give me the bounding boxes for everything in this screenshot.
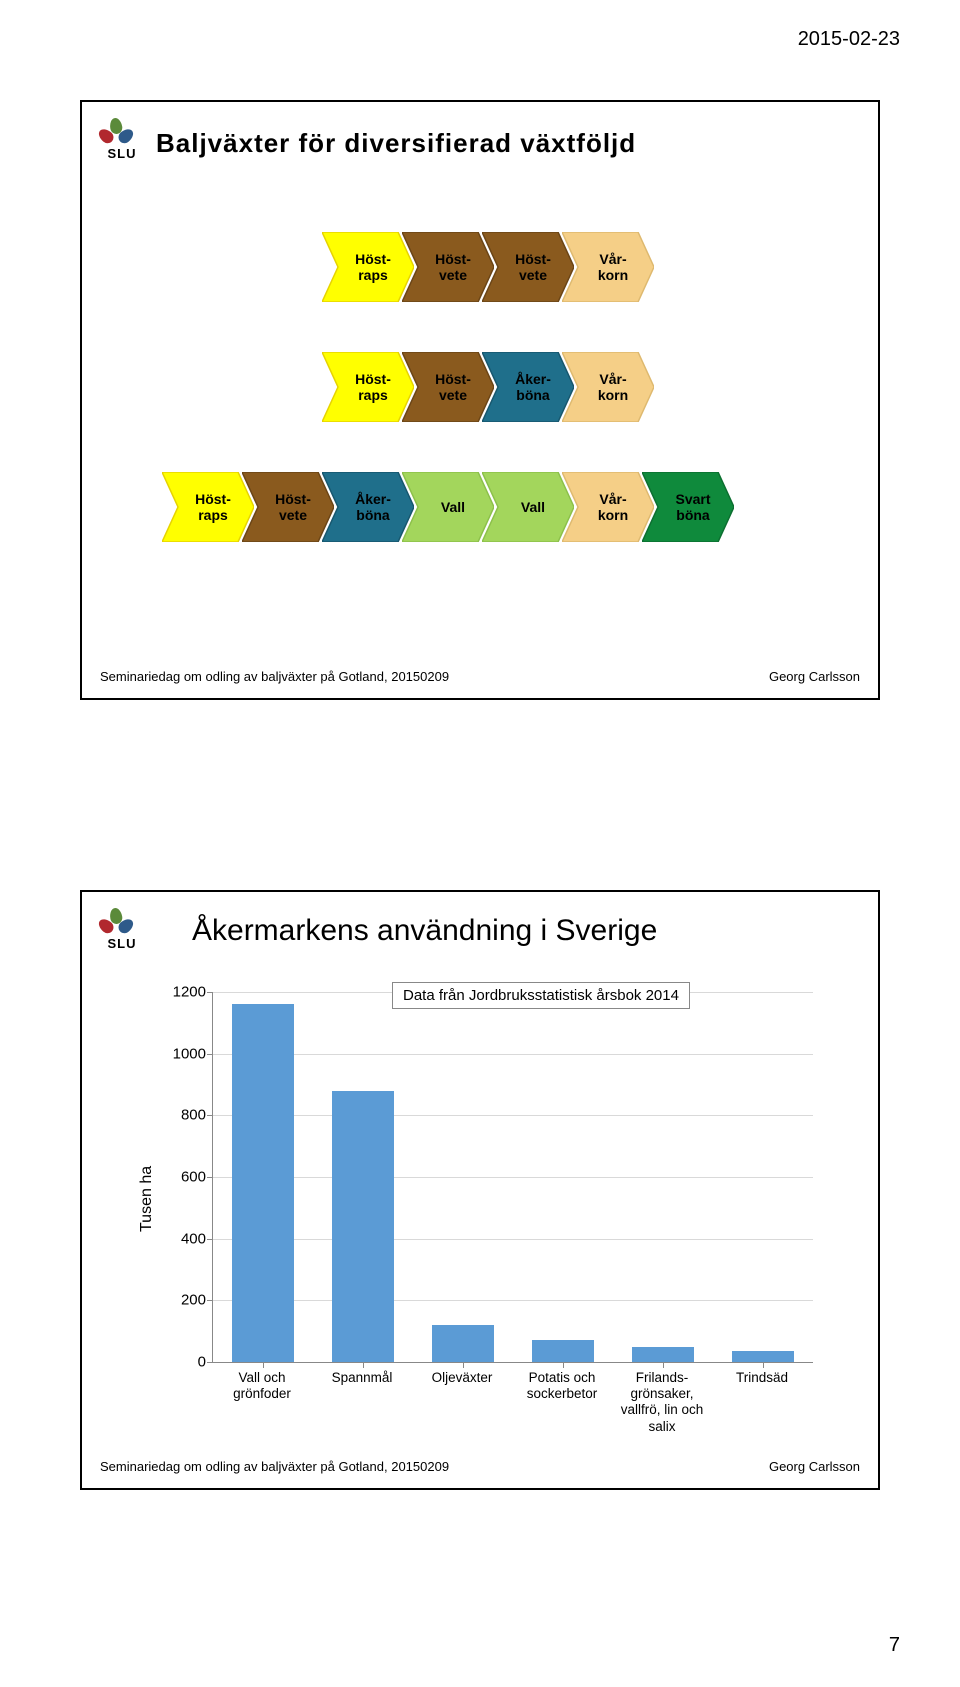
slu-logo-text: SLU (100, 936, 144, 951)
y-tick-label: 800 (164, 1107, 206, 1124)
gridline (213, 1177, 813, 1178)
chart-legend: Data från Jordbruksstatistisk årsbok 201… (392, 982, 690, 1009)
rotation-step-label: Höst- vete (402, 232, 494, 302)
slide1-footer-left: Seminariedag om odling av baljväxter på … (100, 669, 449, 684)
y-tick (207, 1362, 213, 1363)
y-tick-label: 1000 (164, 1045, 206, 1062)
x-tick-label: Oljeväxter (407, 1370, 517, 1386)
rotation-step-label: Höst- vete (482, 232, 574, 302)
y-tick (207, 1300, 213, 1301)
y-tick (207, 1239, 213, 1240)
slide1-footer-right: Georg Carlsson (769, 669, 860, 684)
x-tick (763, 1362, 764, 1368)
rotation-step: Höst- vete (402, 232, 494, 302)
rotation-step: Höst- vete (242, 472, 334, 542)
rotation-step: Vall (402, 472, 494, 542)
y-tick-label: 0 (164, 1354, 206, 1371)
x-tick (363, 1362, 364, 1368)
rotation-step-label: Höst- vete (242, 472, 334, 542)
rotation-step-label: Vall (402, 472, 494, 542)
rotation-step: Vår- korn (562, 472, 654, 542)
slu-logo: SLU (100, 120, 144, 161)
rotation-step: Höst- vete (402, 352, 494, 422)
rotation-step: Vår- korn (562, 232, 654, 302)
bar (332, 1091, 394, 1362)
x-tick-label: Trindsäd (707, 1370, 817, 1386)
bar (532, 1340, 594, 1362)
y-tick (207, 1115, 213, 1116)
y-tick (207, 992, 213, 993)
rotation-step: Höst- raps (322, 232, 414, 302)
rotation-step-label: Vår- korn (562, 232, 654, 302)
slu-logo-text: SLU (100, 146, 144, 161)
rotation-step: Åker- böna (322, 472, 414, 542)
rotation-row-1: Höst- raps Höst- vete Höst- vete Vår- ko… (322, 232, 654, 302)
gridline (213, 1239, 813, 1240)
x-tick (463, 1362, 464, 1368)
y-tick-label: 200 (164, 1292, 206, 1309)
y-tick-label: 400 (164, 1230, 206, 1247)
rotation-step: Höst- raps (322, 352, 414, 422)
rotation-step: Höst- raps (162, 472, 254, 542)
gridline (213, 1054, 813, 1055)
bar (732, 1351, 794, 1362)
gridline (213, 1115, 813, 1116)
y-tick-label: 1200 (164, 984, 206, 1001)
slide2-footer-right: Georg Carlsson (769, 1459, 860, 1474)
slide-1: SLU Baljväxter för diversifierad växtföl… (80, 100, 880, 700)
rotation-step-label: Höst- raps (322, 232, 414, 302)
gridline (213, 1300, 813, 1301)
x-tick-label: Spannmål (307, 1370, 417, 1386)
rotation-step-label: Höst- raps (162, 472, 254, 542)
slide1-title: Baljväxter för diversifierad växtföljd (156, 128, 636, 159)
x-tick (563, 1362, 564, 1368)
rotation-step-label: Åker- böna (322, 472, 414, 542)
rotation-step-label: Höst- raps (322, 352, 414, 422)
page-number: 7 (889, 1634, 900, 1657)
slide2-title: Åkermarkens användning i Sverige (192, 914, 657, 948)
slide2-footer-left: Seminariedag om odling av baljväxter på … (100, 1459, 449, 1474)
slu-leaves-icon (100, 120, 144, 144)
rotation-step-label: Vall (482, 472, 574, 542)
rotation-step-label: Höst- vete (402, 352, 494, 422)
slu-logo: SLU (100, 910, 144, 951)
slu-leaves-icon (100, 910, 144, 934)
rotation-row-3: Höst- raps Höst- vete Åker- böna Vall Va… (162, 472, 734, 542)
y-axis-title: Tusen ha (138, 1166, 156, 1232)
rotation-row-2: Höst- raps Höst- vete Åker- böna Vår- ko… (322, 352, 654, 422)
rotation-step: Åker- böna (482, 352, 574, 422)
x-tick (663, 1362, 664, 1368)
rotation-step-label: Vår- korn (562, 472, 654, 542)
bar (432, 1325, 494, 1362)
rotation-step-label: Vår- korn (562, 352, 654, 422)
x-tick-label: Frilands- grönsaker, vallfrö, lin och sa… (607, 1370, 717, 1435)
y-tick (207, 1177, 213, 1178)
y-tick (207, 1054, 213, 1055)
bar (632, 1347, 694, 1362)
x-tick (263, 1362, 264, 1368)
rotation-step-label: Svart böna (642, 472, 734, 542)
x-tick-label: Vall och grönfoder (207, 1370, 317, 1402)
rotation-step: Vår- korn (562, 352, 654, 422)
rotation-step: Svart böna (642, 472, 734, 542)
rotation-step-label: Åker- böna (482, 352, 574, 422)
bar (232, 1004, 294, 1362)
y-tick-label: 600 (164, 1169, 206, 1186)
plot-area (212, 992, 813, 1363)
rotation-step: Höst- vete (482, 232, 574, 302)
slide-2: SLU Åkermarkens användning i Sverige Tus… (80, 890, 880, 1490)
chart-area: Tusen ha 020040060080010001200Vall och g… (142, 982, 842, 1422)
x-tick-label: Potatis och sockerbetor (507, 1370, 617, 1402)
page-date: 2015-02-23 (798, 28, 900, 51)
rotation-step: Vall (482, 472, 574, 542)
page: 2015-02-23 7 SLU Baljväxter för diversif… (0, 0, 960, 1687)
